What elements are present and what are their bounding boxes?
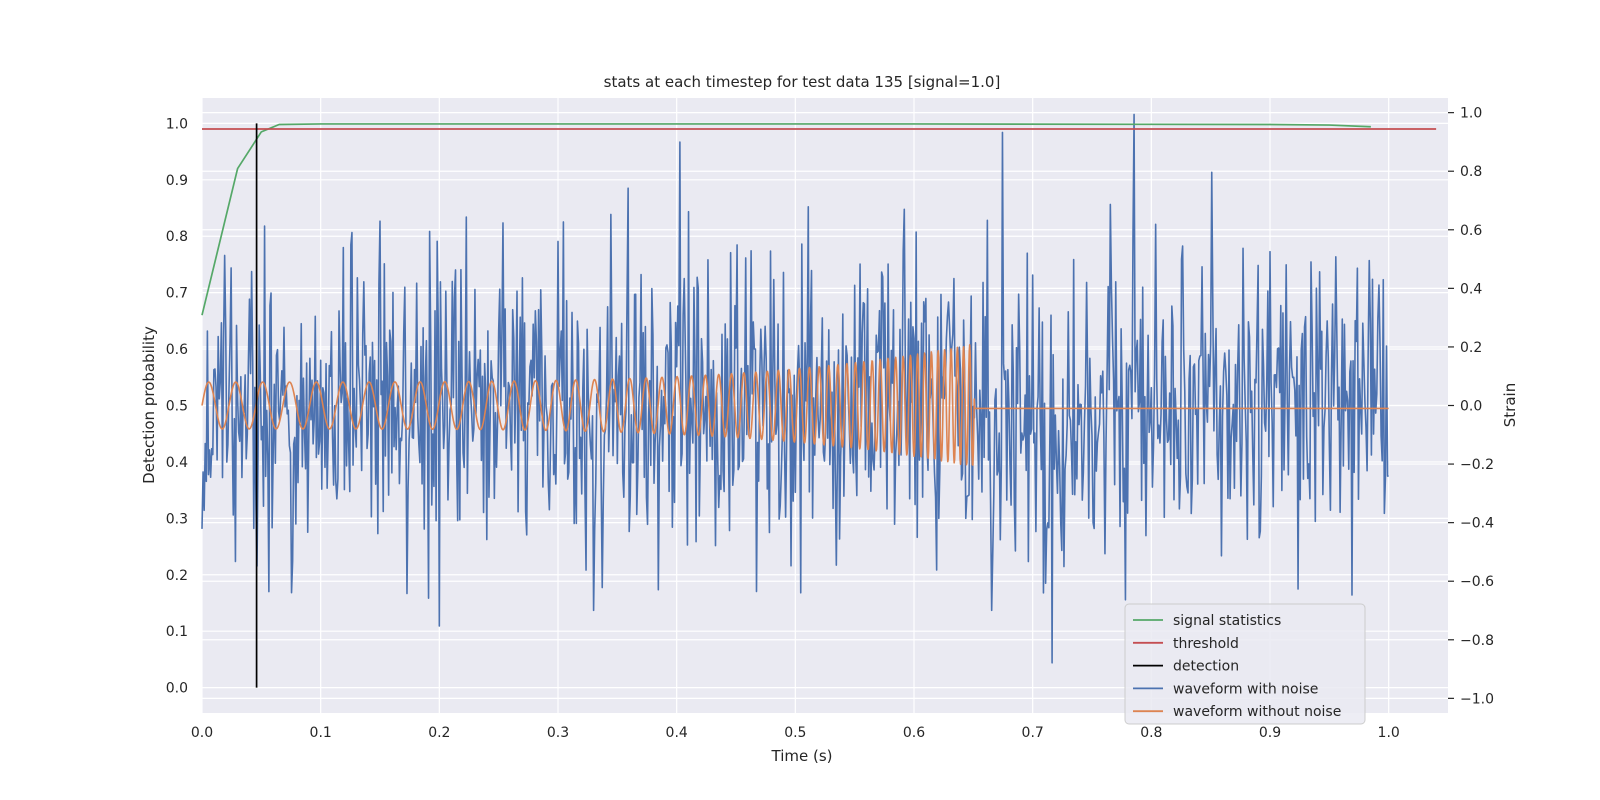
series-layer [201,113,1437,688]
x-tick-label: 0.6 [903,725,925,741]
y-axis-label-left: Detection probability [140,326,158,484]
series-line-waveform-without-noise [201,344,1390,466]
legend-label: waveform without noise [1173,704,1341,720]
legend-label: threshold [1173,636,1239,652]
legend-label: detection [1173,659,1239,675]
y-tick-label-right: −0.6 [1460,574,1494,590]
x-tick-label: 0.2 [428,725,450,741]
y-tick-label-right: −1.0 [1460,691,1494,707]
y-tick-label-right: 0.4 [1460,281,1482,297]
chart-title: stats at each timestep for test data 135… [604,73,1001,91]
series-line-waveform-with-noise [201,113,1389,664]
y-tick-label-left: 0.8 [166,229,188,245]
x-tick-label: 0.9 [1259,725,1281,741]
y-tick-label-left: 0.0 [166,681,188,697]
x-tick-label: 0.7 [1022,725,1044,741]
y-tick-label-right: 0.0 [1460,399,1482,415]
y-tick-label-right: −0.2 [1460,457,1494,473]
y-tick-label-right: 0.2 [1460,340,1482,356]
y-tick-label-left: 0.3 [166,511,188,527]
y-tick-label-right: 1.0 [1460,106,1482,122]
y-tick-label-left: 0.6 [166,342,188,358]
legend-label: signal statistics [1173,613,1281,629]
y-axis-label-right: Strain [1501,383,1519,427]
y-tick-label-left: 0.9 [166,173,188,189]
x-tick-label: 0.8 [1140,725,1162,741]
legend-label: waveform with noise [1173,681,1318,697]
y-tick-label-left: 0.4 [166,455,188,471]
y-tick-label-right: −0.8 [1460,633,1494,649]
x-axis-label: Time (s) [771,747,833,765]
legend-box [1124,603,1366,725]
x-tick-label: 0.5 [784,725,806,741]
legend: signal statistics threshold detection wavef… [1124,603,1366,725]
y-tick-label-right: 0.8 [1460,164,1482,180]
y-tick-label-left: 0.1 [166,624,188,640]
x-tick-label: 0.0 [191,725,213,741]
x-tick-label: 0.3 [547,725,569,741]
y-tick-label-left: 0.5 [166,399,188,415]
y-tick-label-left: 1.0 [166,116,188,132]
y-tick-label-right: −0.4 [1460,516,1494,532]
y-tick-label-right: 0.6 [1460,223,1482,239]
x-tick-label: 1.0 [1378,725,1400,741]
axes: 0.0 0.1 0.2 0.3 0.4 0.5 0.6 0.7 0.8 0.9 1.0 0.0 0.1 0… [166,106,1494,741]
y-tick-label-left: 0.2 [166,568,188,584]
series-line-signal-statistics [201,123,1371,316]
y-tick-label-left: 0.7 [166,286,188,302]
x-tick-label: 0.1 [310,725,332,741]
x-tick-label: 0.4 [666,725,688,741]
